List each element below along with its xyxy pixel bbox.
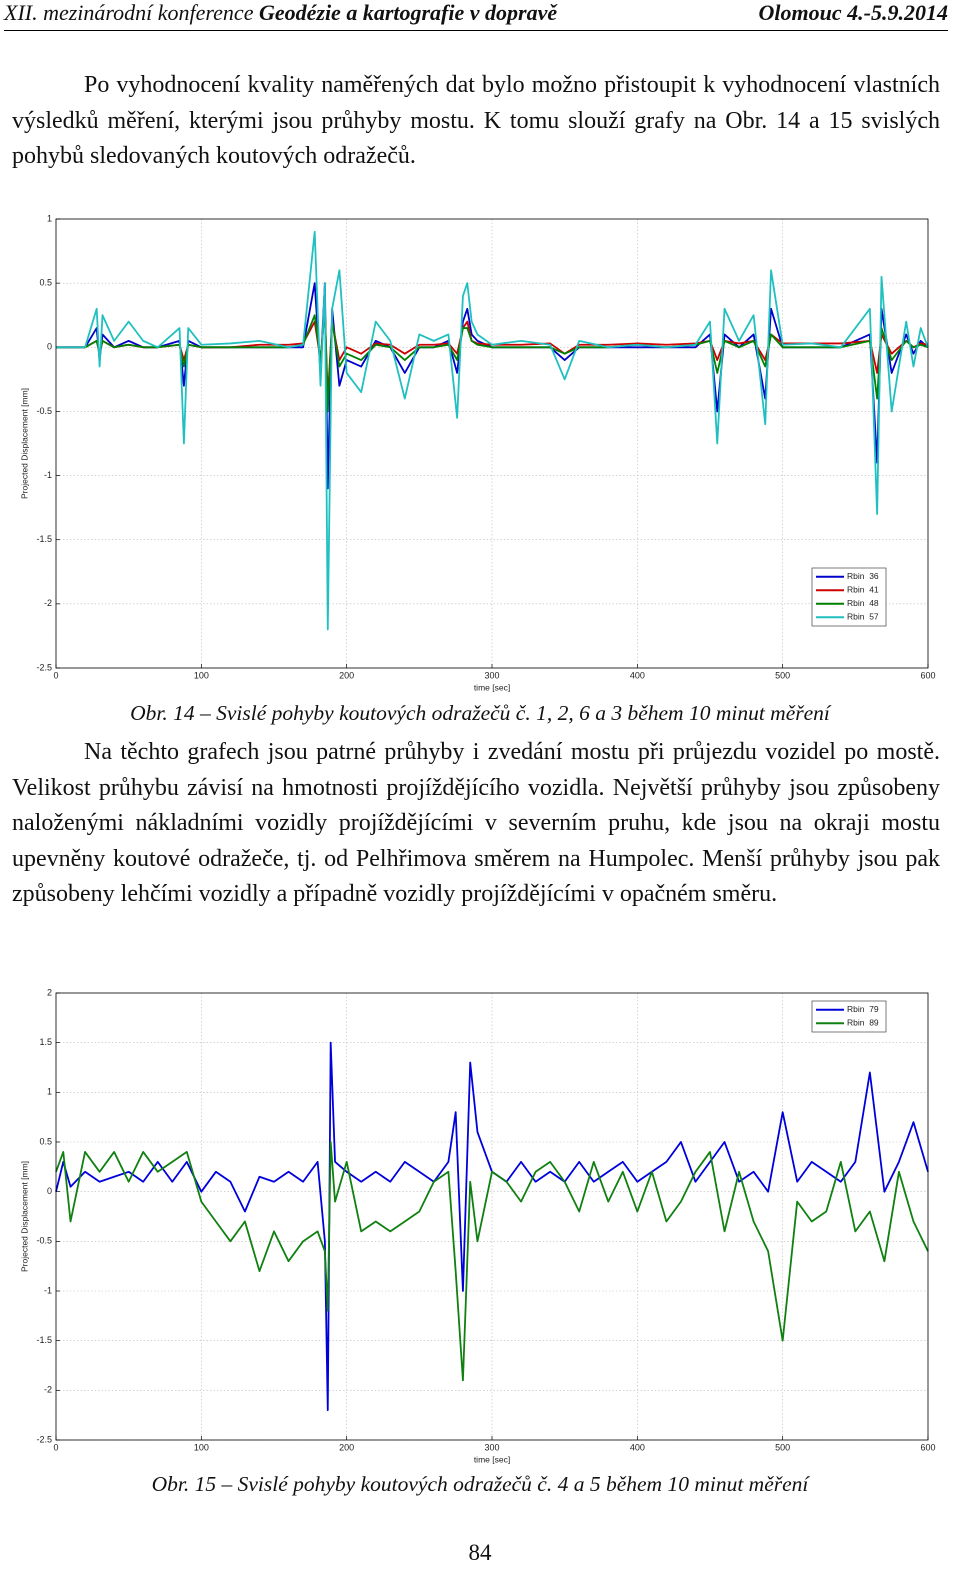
series-line [55, 1041, 929, 1412]
x-tick-label: 600 [920, 670, 935, 680]
x-axis-label: time [sec] [474, 682, 510, 692]
x-tick-label: 100 [194, 670, 209, 680]
y-tick-label: -0.5 [36, 1236, 52, 1246]
figure-caption: Obr. 14 – Svislé pohyby koutových odraže… [130, 701, 830, 725]
y-tick-label: 0.5 [39, 278, 52, 288]
y-tick-label: -1.5 [36, 534, 52, 544]
paragraph: Po vyhodnocení kvality naměřených dat by… [12, 72, 940, 170]
y-tick-label: 1 [47, 1087, 52, 1097]
x-axis-label: time [sec] [474, 1454, 510, 1464]
y-tick-label: -2.5 [36, 1434, 52, 1444]
y-tick-label: -0.5 [36, 406, 52, 416]
series-line [56, 230, 929, 631]
x-tick-label: 0 [53, 670, 58, 680]
x-tick-label: 200 [339, 1442, 354, 1452]
conference-title: Geodézie a kartografie v dopravě [258, 0, 558, 25]
figure-caption: Obr. 15 – Svislé pohyby koutových odraže… [151, 1472, 809, 1496]
paragraph: Na těchto grafech jsou patrné průhyby i … [12, 739, 940, 908]
conference: XII. mezinárodní konference [4, 0, 254, 25]
y-tick-label: -1.5 [36, 1335, 52, 1345]
legend-label: Rbin 36 [847, 571, 879, 581]
y-tick-label: -2.5 [36, 662, 52, 672]
page-number: 84 [468, 1540, 492, 1565]
legend-label: Rbin 41 [847, 585, 879, 595]
y-tick-label: -2 [44, 598, 52, 608]
running-header: XII. mezinárodní konference Geodézie a k… [4, 0, 948, 31]
y-tick-label: -1 [44, 470, 52, 480]
y-axis-label: Projected Displacement [mm] [19, 1161, 29, 1272]
legend-label: Rbin 89 [847, 1018, 879, 1028]
y-axis-label: Projected Displacement [mm] [19, 388, 29, 499]
chart: -2.5 -2 -1.5 -1 -0.5 0 0.5 1 1.5 2 0 100 200 300 400 50… [19, 987, 935, 1464]
legend-box [811, 1000, 887, 1033]
x-tick-label: 400 [630, 670, 645, 680]
x-tick-label: 300 [484, 670, 499, 680]
x-tick-label: 200 [339, 670, 354, 680]
legend-label: Rbin 57 [847, 612, 879, 622]
chart: -2.5 -2 -1.5 -1 -0.5 0 0.5 1 0 100 200 300 400 500 600… [19, 213, 935, 692]
legend-label: Rbin 48 [847, 598, 879, 608]
y-tick-label: 0 [47, 342, 52, 352]
x-tick-label: 500 [775, 670, 790, 680]
place: Olomouc 4.-5.9.2014 [758, 0, 948, 25]
series-line [56, 307, 929, 413]
axes-box [55, 218, 929, 669]
y-tick-label: 0.5 [39, 1136, 52, 1146]
axes-box [55, 992, 929, 1441]
y-tick-label: 2 [47, 987, 52, 997]
y-tick-label: -1 [44, 1285, 52, 1295]
legend-label: Rbin 79 [847, 1004, 879, 1014]
x-tick-label: 600 [920, 1442, 935, 1452]
x-tick-label: 400 [630, 1442, 645, 1452]
y-tick-label: 0 [47, 1186, 52, 1196]
x-tick-label: 0 [53, 1442, 58, 1452]
x-tick-label: 300 [484, 1442, 499, 1452]
x-tick-label: 100 [194, 1442, 209, 1452]
y-tick-label: -2 [44, 1385, 52, 1395]
y-tick-label: 1.5 [39, 1037, 52, 1047]
x-tick-label: 500 [775, 1442, 790, 1452]
y-tick-label: 1 [47, 213, 52, 223]
series-line [55, 1141, 929, 1382]
